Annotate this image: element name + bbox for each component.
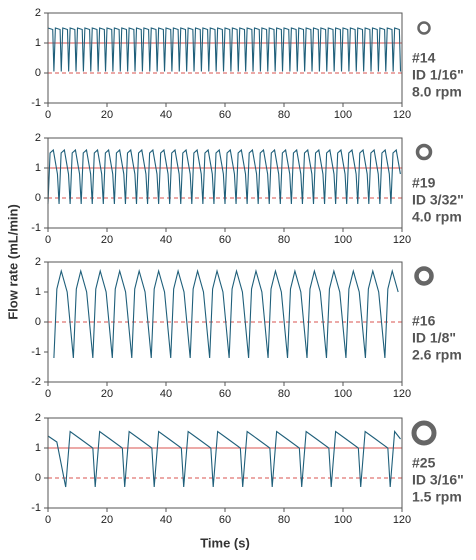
tube-icon — [415, 143, 433, 161]
x-tick-label: 60 — [219, 514, 231, 526]
panel-annotation: #16 — [412, 313, 436, 329]
panel-annotation: #14 — [412, 50, 436, 66]
panel-annotation: 1.5 rpm — [412, 489, 462, 505]
panel-annotation: ID 1/16" — [412, 67, 464, 83]
x-tick-label: 80 — [278, 388, 290, 400]
y-tick-label: 1 — [35, 442, 41, 454]
y-tick-label: 0 — [35, 316, 41, 328]
tube-icon — [414, 266, 434, 286]
x-tick-label: 40 — [160, 109, 172, 121]
x-tick-label: 0 — [45, 514, 51, 526]
panel-annotation: ID 3/32" — [412, 192, 464, 208]
y-tick-label: -1 — [31, 346, 41, 358]
flow-line — [47, 27, 402, 72]
panel-annotation: ID 3/16" — [412, 472, 464, 488]
x-tick-label: 40 — [160, 514, 172, 526]
plot-frame — [47, 137, 403, 229]
panel-annotation: 4.0 rpm — [412, 209, 462, 225]
panel-annotation: 8.0 rpm — [412, 84, 462, 100]
plot-frame — [47, 417, 403, 509]
x-tick-label: 80 — [278, 109, 290, 121]
x-tick-label: 120 — [393, 109, 411, 121]
x-tick-label: 20 — [101, 388, 113, 400]
y-tick-label: 2 — [35, 7, 41, 19]
y-tick-label: 1 — [35, 162, 41, 174]
x-tick-label: 0 — [45, 234, 51, 246]
tube-icon — [411, 420, 437, 446]
y-axis-label: Flow rate (mL/min) — [5, 204, 20, 320]
panel-annotation: #25 — [412, 455, 436, 471]
x-tick-label: 100 — [334, 388, 352, 400]
x-tick-label: 60 — [219, 234, 231, 246]
x-tick-label: 100 — [334, 234, 352, 246]
x-tick-label: 100 — [334, 109, 352, 121]
panel-annotation: ID 1/8" — [412, 330, 456, 346]
flow-line — [53, 268, 399, 359]
x-tick-label: 60 — [219, 388, 231, 400]
x-tick-label: 20 — [101, 109, 113, 121]
x-tick-label: 0 — [45, 388, 51, 400]
x-tick-label: 120 — [393, 234, 411, 246]
y-tick-label: 2 — [35, 412, 41, 424]
y-tick-label: 0 — [35, 67, 41, 79]
x-tick-label: 0 — [45, 109, 51, 121]
x-tick-label: 40 — [160, 388, 172, 400]
x-tick-label: 120 — [393, 514, 411, 526]
x-tick-label: 20 — [101, 514, 113, 526]
y-tick-label: 0 — [35, 192, 41, 204]
x-tick-label: 60 — [219, 109, 231, 121]
flow-line — [47, 148, 401, 205]
y-tick-label: 2 — [35, 132, 41, 144]
y-tick-label: 2 — [35, 256, 41, 268]
y-tick-label: 1 — [35, 37, 41, 49]
plot-frame — [47, 261, 403, 383]
x-tick-label: 20 — [101, 234, 113, 246]
tube-icon — [417, 21, 431, 35]
y-tick-label: -1 — [31, 222, 41, 234]
x-tick-label: 40 — [160, 234, 172, 246]
y-tick-label: -2 — [31, 376, 41, 388]
plot-frame — [47, 12, 403, 104]
x-tick-label: 100 — [334, 514, 352, 526]
x-tick-label: 80 — [278, 514, 290, 526]
panel-annotation: 2.6 rpm — [412, 347, 462, 363]
x-tick-label: 80 — [278, 234, 290, 246]
panel-annotation: #19 — [412, 175, 436, 191]
y-tick-label: -1 — [31, 97, 41, 109]
y-tick-label: 0 — [35, 472, 41, 484]
y-tick-label: 1 — [35, 286, 41, 298]
y-tick-label: -1 — [31, 502, 41, 514]
x-tick-label: 120 — [393, 388, 411, 400]
x-axis-label: Time (s) — [200, 535, 250, 550]
flow-line — [47, 430, 401, 488]
